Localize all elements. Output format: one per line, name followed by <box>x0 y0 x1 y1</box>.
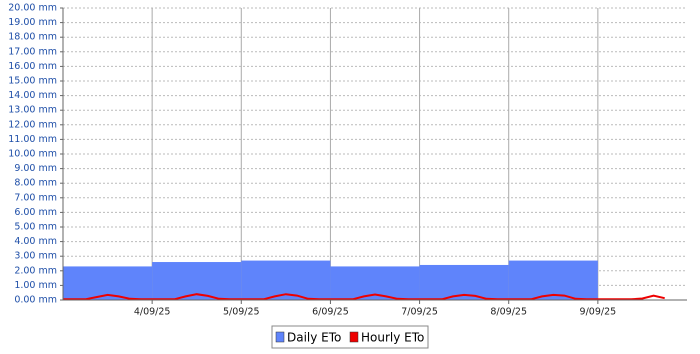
y-tick-label: 7.00 mm <box>14 192 57 203</box>
y-tick-label: 3.00 mm <box>14 251 57 262</box>
y-tick-label: 11.00 mm <box>8 134 57 145</box>
y-tick-label: 9.00 mm <box>14 163 57 174</box>
y-tick-label: 15.00 mm <box>8 76 57 87</box>
y-tick-label: 20.00 mm <box>8 3 57 14</box>
y-tick-label: 18.00 mm <box>8 32 57 43</box>
y-tick-label: 17.00 mm <box>8 46 57 57</box>
x-tick-label: 8/09/25 <box>490 307 527 318</box>
y-tick-label: 2.00 mm <box>14 265 57 276</box>
y-tick-label: 10.00 mm <box>8 149 57 160</box>
y-tick-label: 0.00 mm <box>14 295 57 306</box>
legend-swatch <box>349 331 359 343</box>
x-tick-label: 9/09/25 <box>580 307 617 318</box>
y-tick-label: 19.00 mm <box>8 17 57 28</box>
x-tick-label: 7/09/25 <box>401 307 438 318</box>
daily-bar <box>508 260 598 300</box>
y-tick-label: 12.00 mm <box>8 119 57 130</box>
y-tick-label: 4.00 mm <box>14 236 57 247</box>
y-tick-label: 13.00 mm <box>8 105 57 116</box>
x-tick-label: 4/09/25 <box>134 307 171 318</box>
hourly-line <box>63 293 665 301</box>
y-tick-label: 8.00 mm <box>14 178 57 189</box>
y-tick-label: 6.00 mm <box>14 207 57 218</box>
y-tick-label: 14.00 mm <box>8 90 57 101</box>
legend-swatch <box>275 331 285 343</box>
legend-label: Daily ETo <box>287 331 341 345</box>
y-tick-label: 1.00 mm <box>14 280 57 291</box>
legend-label: Hourly ETo <box>361 331 424 345</box>
y-tick-label: 16.00 mm <box>8 61 57 72</box>
x-tick-label: 5/09/25 <box>223 307 260 318</box>
x-tick-label: 6/09/25 <box>312 307 349 318</box>
y-tick-label: 5.00 mm <box>14 222 57 233</box>
